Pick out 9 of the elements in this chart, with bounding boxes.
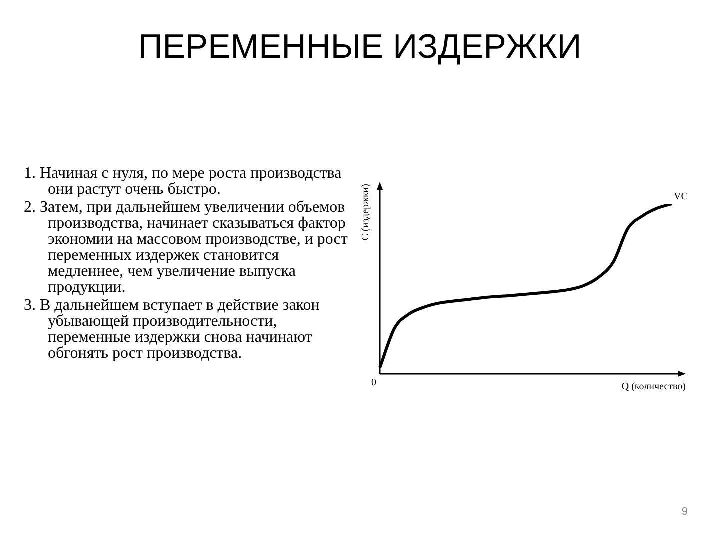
x-axis-title: Q (количество) bbox=[622, 382, 686, 393]
text: 0 bbox=[372, 378, 376, 389]
y-axis-title: С (издержки) bbox=[360, 184, 372, 241]
text: 1. Начиная с нуля, по мере роста производства они растут очень быстро. bbox=[24, 165, 343, 198]
text: 3. В дальнейшем вступает в действие закон убывающей производительности, переменные издержки снова начинают обгонять рост производства. bbox=[24, 297, 321, 362]
chart-title: ПЕРЕМЕННЫЕ ИЗДЕРЖКИ bbox=[137, 28, 583, 67]
text: 2. Затем, при дальнейшем увеличении объемов производства, начинает сказываться фактор экономии на массовом производстве, и рост переменных издержек становится медленнее, чем увеличение выпуска продукции. bbox=[24, 199, 349, 296]
text: 9 bbox=[680, 506, 688, 518]
series-label: VC bbox=[674, 192, 688, 203]
